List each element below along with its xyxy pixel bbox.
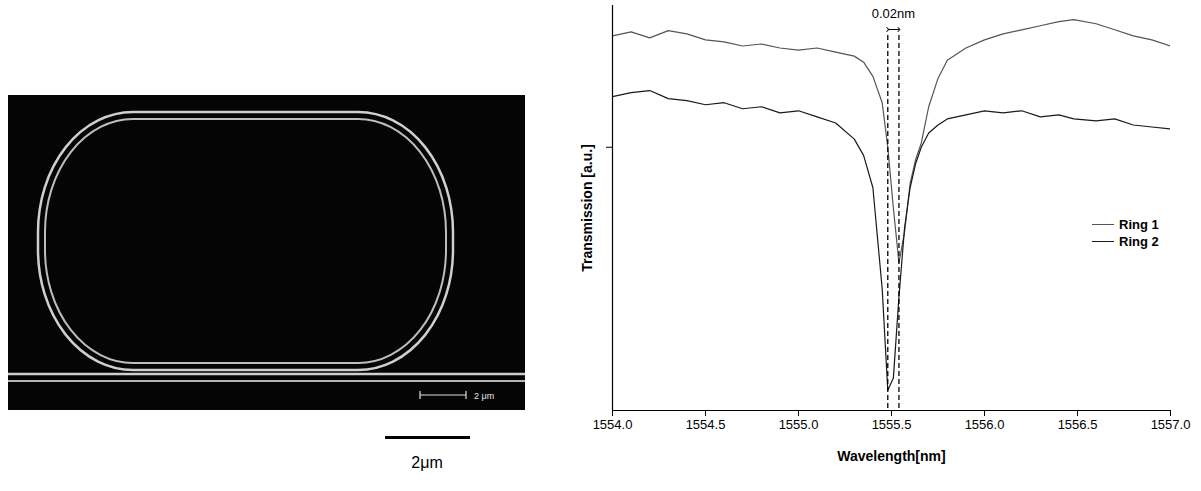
svg-text:Wavelength[nm]: Wavelength[nm]: [837, 448, 945, 464]
svg-text:1556.5: 1556.5: [1058, 417, 1098, 432]
html-text:Ring 1: Ring 1: [1119, 217, 1159, 232]
svg-text:1555.5: 1555.5: [872, 417, 912, 432]
svg-text:2 μm: 2 μm: [474, 391, 494, 401]
svg-text:1554.0: 1554.0: [593, 417, 633, 432]
svg-text:1557.0: 1557.0: [1151, 417, 1191, 432]
svg-text:1556.0: 1556.0: [965, 417, 1005, 432]
svg-text:Transmission [a.u.]: Transmission [a.u.]: [579, 144, 595, 272]
svg-text:1554.5: 1554.5: [686, 417, 726, 432]
svg-text:2μm: 2μm: [411, 454, 442, 471]
svg-text:0.02nm: 0.02nm: [872, 6, 915, 21]
html-text:Ring 2: Ring 2: [1119, 234, 1159, 249]
svg-text:1555.0: 1555.0: [779, 417, 819, 432]
